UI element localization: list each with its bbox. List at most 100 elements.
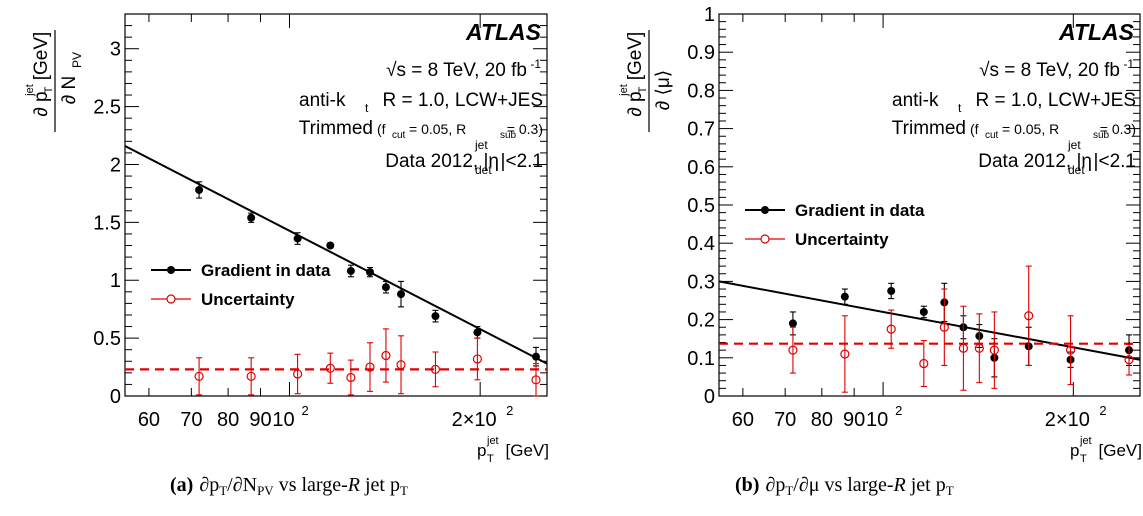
panel-a-ann-eta-sub: det [475, 163, 492, 177]
panel-b-x-label-unit: [GeV] [1099, 441, 1142, 460]
panel-b-y-tick-label: 0.4 [687, 233, 715, 255]
panel-b-y-tick-label: 0.9 [687, 42, 715, 64]
panel-a-uncertainty-point [430, 364, 441, 374]
panel-b-x-tick-label: 90 [843, 409, 865, 431]
panel-b-y-tick-label: 0.8 [687, 80, 715, 102]
panel-a-fit-line [124, 145, 548, 365]
panel-a-uncertainty-point [531, 375, 541, 385]
panel-a-y-tick-label: 1.5 [93, 212, 121, 234]
panel-b-ann-eta-sub: det [1068, 163, 1085, 177]
panel-b-y-tick-label: 0.2 [687, 310, 715, 332]
panel-a-legend-gradient-marker [167, 266, 175, 274]
panel-b-x-label-sub: T [1080, 453, 1087, 465]
panel-a-ann-fcut-sub: cut [392, 130, 406, 141]
panel-a-uncertainty-point [246, 371, 256, 381]
panel-b-y-tick-label: 0.6 [687, 157, 715, 179]
panel-b-uncertainty-point [1124, 355, 1134, 365]
panel-b-uncertainty-point [1065, 345, 1076, 355]
panel-a-x-tick-label: 2×10 [452, 409, 497, 431]
caption-a: (a) ∂pT/∂NPV vs large-R jet pT [170, 474, 408, 498]
panel-a-y-label-den-sub: PV [70, 52, 84, 68]
panel-a-data-point [247, 213, 256, 222]
panel-a-ann-lumi-exp: -1 [530, 57, 541, 71]
panel-b-x-tick-label: 10 [866, 409, 888, 431]
panel-a-x-tick-label: 10 [272, 409, 294, 431]
panel-a-data-point [531, 352, 540, 361]
panel-a-y-label-sub: T [43, 86, 55, 93]
panel-b-ann-fcut: (f [970, 121, 979, 137]
panel-b-y-tick-label: 0.3 [687, 271, 715, 293]
panel-a-legend-uncertainty-marker [166, 294, 176, 304]
panel-b-uncertainty-point [989, 345, 999, 355]
panel-b-x-tick-label: 80 [811, 409, 833, 431]
panel-a-y-label-num: ∂ p [31, 91, 52, 116]
panel-a-frame [124, 13, 548, 397]
panel-a-y-tick-label: 0 [110, 386, 121, 408]
caption-b: (b) ∂pT/∂μ vs large-R jet pT [735, 474, 954, 498]
panel-a-ann-fcut: (f [377, 121, 386, 137]
panel-a-x-tick-exponent: 2 [506, 403, 513, 418]
panel-b-y-label-sub: T [637, 86, 649, 93]
panel-a-x-label-sub: T [487, 453, 494, 465]
panel-a-y-label-den: ∂ N [59, 76, 80, 104]
panel-a-legend-uncertainty-label: Uncertainty [201, 290, 295, 309]
panel-a-x-tick-label: 80 [217, 409, 239, 431]
panel-b-ann-data: Data 2012, |η [978, 151, 1092, 172]
panel-a-atlas-label: ATLAS [465, 19, 542, 45]
panel-b-ann-radius: R = 1.0, LCW+JES [975, 90, 1136, 111]
panel-b-uncertainty-point [919, 358, 929, 369]
panel-b-uncertainty-point [886, 324, 896, 334]
panel-b-fit-line [718, 280, 1141, 361]
panel-b-y-label-num: ∂ p [625, 91, 646, 116]
panel-a-data-point [473, 328, 482, 337]
panel-b-uncertainty-point [840, 349, 850, 359]
panel-b-ann-antikt: anti-k [892, 90, 939, 111]
panel-b-legend-gradient-marker [761, 206, 769, 214]
panel-a-y-tick-label: 2 [110, 154, 121, 176]
panel-b-y-tick-label: 1 [704, 4, 715, 26]
panel-b-atlas-label: ATLAS [1058, 19, 1135, 45]
panel-a-ann-rsub-val: = 0.3) [507, 121, 543, 137]
panel-a-y-tick-label: 0.5 [93, 328, 121, 350]
panel-b-ann-fcut-sub: cut [985, 130, 999, 141]
panel-b-x-tick-exponent: 2 [1099, 403, 1106, 418]
panel-a-uncertainty-point [325, 363, 335, 373]
panel-b-y-tick-label: 0.5 [687, 195, 715, 217]
panel-b-x-tick-label: 60 [732, 409, 754, 431]
panel-a-x-label-unit: [GeV] [506, 441, 549, 460]
panel-b-data-point [788, 319, 797, 328]
panel-b-legend-uncertainty-label: Uncertainty [795, 230, 889, 249]
panel-a-ann-radius: R = 1.0, LCW+JES [382, 90, 543, 111]
panel-b-y-label-unit: [GeV] [625, 32, 646, 81]
panel-b-ann-rsub: = 0.05, R [1002, 121, 1059, 137]
panel-a-uncertainty-point [194, 371, 204, 381]
panel-b-ann-lumi-exp: -1 [1123, 57, 1134, 71]
panel-a-ann-rsub-sub: sub [500, 130, 517, 141]
panel-b-y-label-den: ∂ ⟨μ⟩ [653, 70, 674, 110]
panel-b-uncertainty-point [939, 322, 949, 332]
panel-b-x-tick-label: 2×10 [1045, 409, 1090, 431]
panel-a-uncertainty-point [381, 350, 391, 361]
panel-a-ann-trimmed: Trimmed [299, 118, 373, 139]
panel-a-x-label-base: p [477, 441, 486, 460]
panel-a-data-point [431, 312, 440, 321]
panel-b-x-tick-exponent: 2 [895, 403, 902, 418]
panel-a-data-point [195, 185, 204, 194]
panel-a-x-tick-exponent: 2 [301, 403, 308, 418]
panel-b-legend-gradient-label: Gradient in data [795, 201, 925, 220]
panel-b-x-label-base: p [1070, 441, 1079, 460]
panel-a-data-point [381, 283, 390, 292]
panel-a-ann-antikt-sub: t [365, 101, 369, 115]
panel-a-ann-rsub: = 0.05, R [409, 121, 466, 137]
panel-b-y-label-sup: jet [618, 84, 630, 97]
panel-a-y-label-unit: [GeV] [31, 32, 52, 81]
panel-b-uncertainty-point [1024, 311, 1034, 321]
panel-a-x-tick-label: 70 [180, 409, 202, 431]
panel-a-ann-eta-sup: jet [474, 138, 488, 152]
panel-b-data-point [919, 307, 928, 316]
panel-a-ann-antikt: anti-k [299, 90, 346, 111]
panel-a-ann-data: Data 2012, |η [385, 151, 499, 172]
